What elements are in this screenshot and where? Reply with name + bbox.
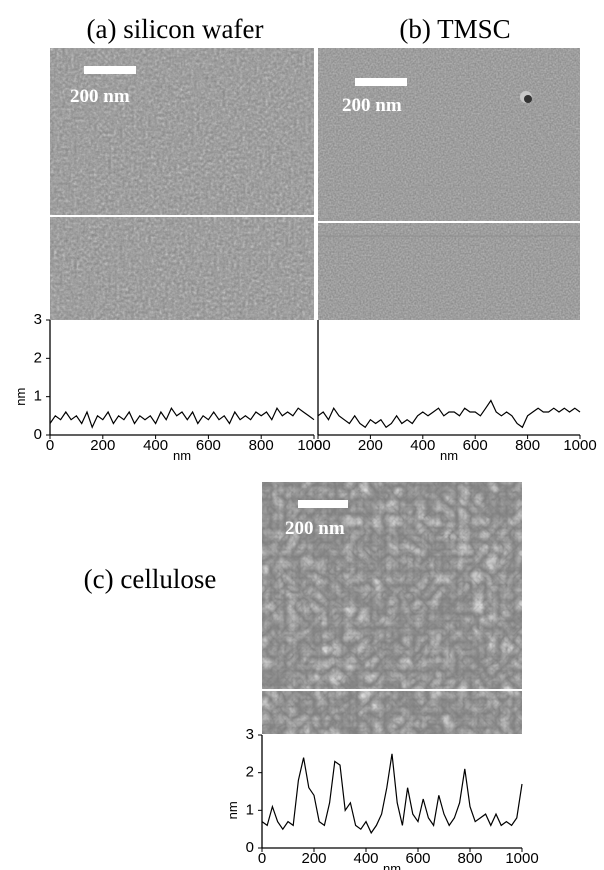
x-tick-label: 800 [457, 850, 482, 867]
scale-label: 200 nm [285, 518, 345, 539]
x-axis-label: nm [383, 861, 401, 870]
scale-label: 200 nm [70, 86, 130, 107]
x-tick-label: 600 [196, 437, 221, 454]
y-tick-label: 2 [34, 349, 42, 366]
x-tick-label: 600 [463, 437, 488, 454]
x-tick-label: 1000 [297, 437, 330, 454]
y-tick-label: 3 [34, 311, 42, 328]
panel-title: (b) TMSC [399, 14, 510, 44]
x-tick-label: 800 [515, 437, 540, 454]
y-tick-label: 0 [34, 426, 42, 443]
y-axis-label: nm [13, 388, 28, 406]
y-tick-label: 1 [246, 801, 254, 818]
x-tick-label: 0 [46, 437, 54, 454]
y-tick-label: 3 [246, 726, 254, 743]
y-tick-label: 2 [246, 764, 254, 781]
afm-image: 200 nm [318, 48, 580, 320]
x-tick-label: 200 [358, 437, 383, 454]
x-tick-label: 600 [405, 850, 430, 867]
y-tick-label: 1 [34, 388, 42, 405]
y-tick-label: 0 [246, 839, 254, 856]
x-tick-label: 400 [143, 437, 168, 454]
x-tick-label: 200 [301, 850, 326, 867]
afm-image: 200 nm [262, 482, 522, 734]
x-tick-label: 200 [90, 437, 115, 454]
x-tick-label: 400 [353, 850, 378, 867]
x-tick-label: 0 [258, 850, 266, 867]
afm-image: 200 nm [50, 48, 314, 320]
x-tick-label: 1000 [505, 850, 538, 867]
y-axis-label: nm [225, 801, 240, 819]
x-axis-label: nm [173, 448, 191, 463]
panel-title: (a) silicon wafer [87, 14, 264, 44]
profile-line [261, 753, 523, 835]
x-tick-label: 800 [249, 437, 274, 454]
x-tick-label: 1000 [563, 437, 596, 454]
x-tick-label: 0 [314, 437, 322, 454]
x-axis-label: nm [440, 448, 458, 463]
panel-title: (c) cellulose [84, 564, 217, 594]
scale-label: 200 nm [342, 95, 402, 116]
x-tick-label: 400 [410, 437, 435, 454]
profile-line [49, 406, 315, 429]
profile-line [317, 399, 581, 429]
